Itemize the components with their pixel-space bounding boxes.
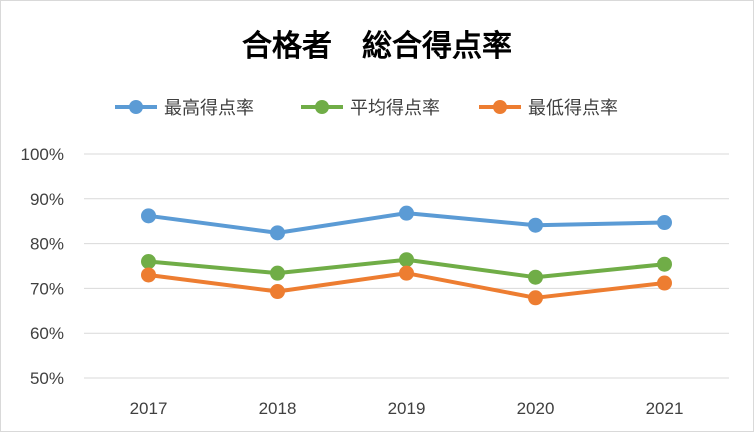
data-point (141, 254, 156, 270)
x-tick-label: 2018 (259, 399, 297, 418)
data-point (528, 290, 543, 306)
legend-label: 平均得点率 (350, 98, 440, 119)
data-point (270, 265, 285, 281)
legend-label: 最低得点率 (528, 98, 618, 119)
data-point (657, 256, 672, 272)
data-point (270, 225, 285, 241)
y-axis-ticks: 100% 90% 80% 70% 60% 50% (21, 145, 64, 388)
data-point (399, 205, 414, 221)
y-tick-label: 50% (30, 369, 64, 388)
data-point (399, 252, 414, 268)
x-axis-ticks: 2017 2018 2019 2020 2021 (130, 399, 684, 418)
data-point (657, 275, 672, 291)
x-tick-label: 2017 (130, 399, 168, 418)
x-tick-label: 2019 (388, 399, 426, 418)
series-lines (141, 205, 672, 306)
y-tick-label: 70% (30, 279, 64, 298)
y-tick-label: 80% (30, 235, 64, 254)
x-tick-label: 2020 (517, 399, 555, 418)
data-point (141, 267, 156, 283)
data-point (528, 269, 543, 285)
chart-title: 合格者 総合得点率 (242, 29, 512, 64)
legend: 最高得点率 平均得点率 最低得点率 (115, 98, 618, 119)
legend-marker (129, 100, 143, 114)
legend-marker (315, 100, 329, 114)
series-最高得点率 (141, 205, 672, 241)
x-tick-label: 2021 (646, 399, 684, 418)
series-最低得点率 (141, 265, 672, 306)
data-point (270, 284, 285, 300)
data-point (528, 217, 543, 233)
legend-item: 平均得点率 (301, 98, 440, 119)
y-tick-label: 60% (30, 324, 64, 343)
legend-marker (493, 100, 507, 114)
legend-item: 最低得点率 (479, 98, 618, 119)
legend-label: 最高得点率 (164, 98, 254, 119)
data-point (141, 208, 156, 224)
y-tick-label: 100% (21, 145, 64, 164)
y-tick-label: 90% (30, 190, 64, 209)
data-point (657, 215, 672, 231)
series-平均得点率 (141, 252, 672, 285)
legend-item: 最高得点率 (115, 98, 254, 119)
data-point (399, 265, 414, 281)
